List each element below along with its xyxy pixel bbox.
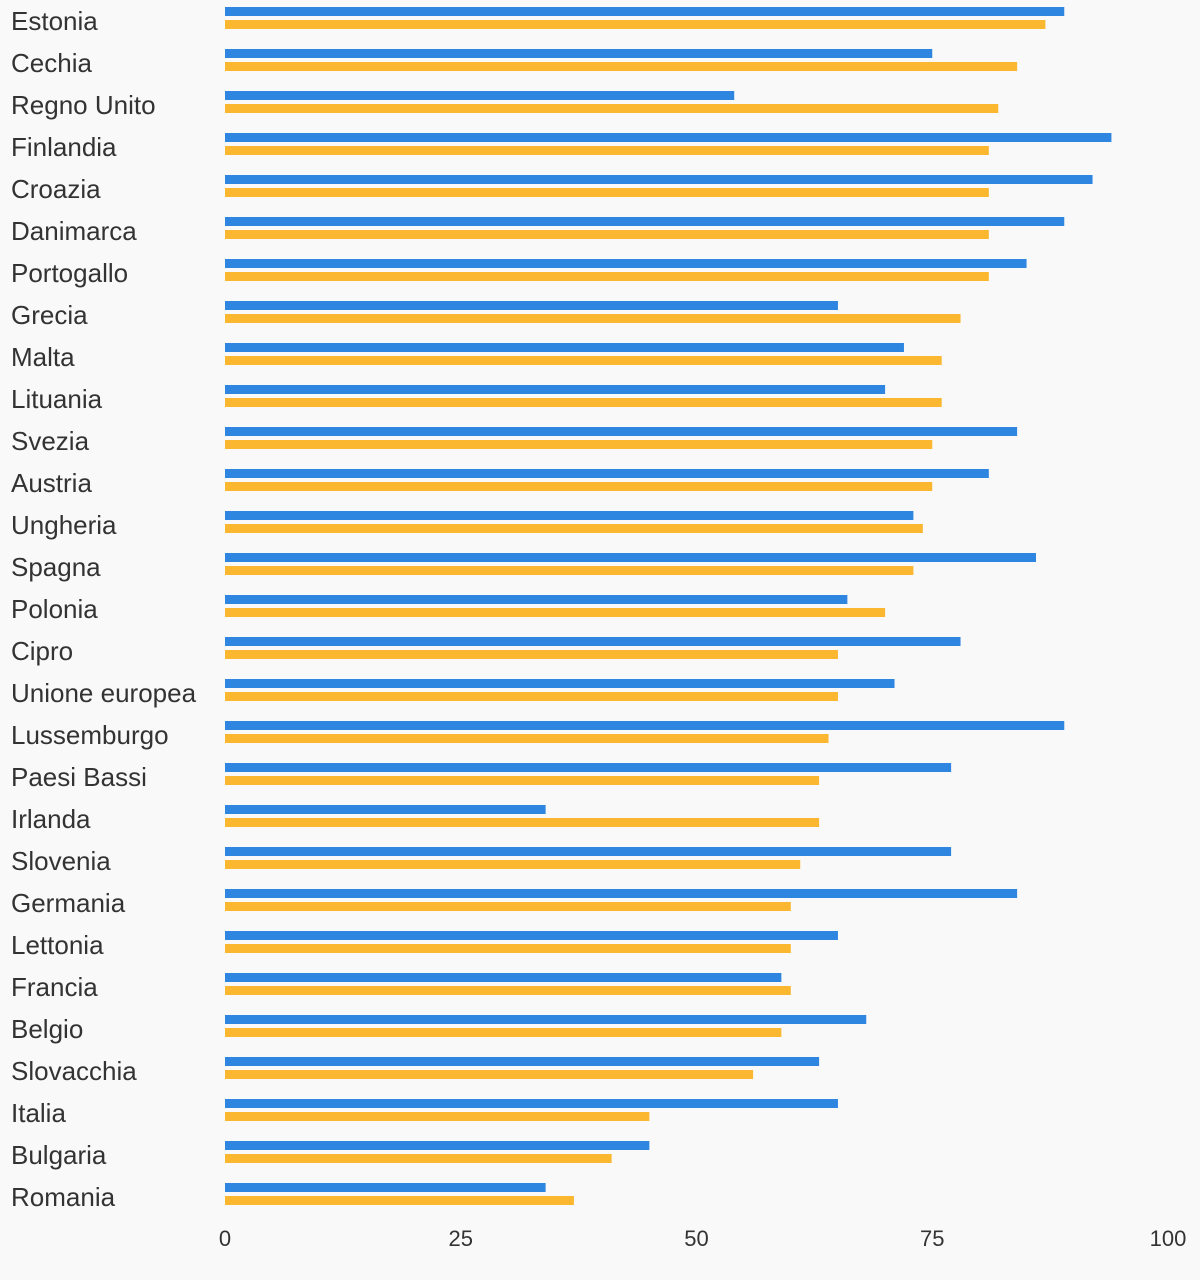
bar-series-1 [225,7,1065,16]
bar-series-2 [225,104,999,113]
category-label: Romania [11,1182,116,1212]
bars [225,7,1112,1205]
category-label: Unione europea [11,678,197,708]
category-label: Italia [11,1098,66,1128]
category-label: Belgio [11,1014,83,1044]
bar-series-2 [225,146,989,155]
bar-series-1 [225,763,952,772]
bar-series-2 [225,818,820,827]
bar-series-2 [225,1112,650,1121]
bar-series-2 [225,692,838,701]
category-label: Cipro [11,636,73,666]
bar-series-2 [225,986,791,995]
category-label: Francia [11,972,98,1002]
bar-series-1 [225,553,1036,562]
bar-series-2 [225,1070,754,1079]
x-tick-label: 25 [449,1226,473,1251]
category-label: Lussemburgo [11,720,169,750]
bar-series-1 [225,973,782,982]
bar-series-1 [225,343,904,352]
bar-series-2 [225,62,1018,71]
bar-series-1 [225,469,989,478]
bar-series-1 [225,175,1093,184]
category-label: Spagna [11,552,101,582]
category-label: Cechia [11,48,92,78]
bar-series-1 [225,133,1112,142]
bar-series-2 [225,1028,782,1037]
bar-series-2 [225,860,801,869]
category-label: Germania [11,888,126,918]
bar-series-2 [225,944,791,953]
category-label: Regno Unito [11,90,156,120]
category-label: Svezia [11,426,90,456]
bar-series-1 [225,847,952,856]
category-label: Slovenia [11,846,111,876]
bar-series-1 [225,301,838,310]
category-label: Ungheria [11,510,117,540]
bar-series-1 [225,1057,820,1066]
bar-series-1 [225,679,895,688]
bar-series-1 [225,427,1018,436]
category-label: Paesi Bassi [11,762,147,792]
bar-series-1 [225,217,1065,226]
bar-series-2 [225,566,914,575]
category-label: Slovacchia [11,1056,137,1086]
bar-series-1 [225,1099,838,1108]
bar-series-2 [225,314,961,323]
bar-series-1 [225,259,1027,268]
category-label: Lituania [11,384,103,414]
category-label: Portogallo [11,258,128,288]
category-label: Irlanda [11,804,91,834]
category-label: Bulgaria [11,1140,107,1170]
bar-series-1 [225,385,886,394]
bar-series-2 [225,734,829,743]
bar-series-2 [225,1196,574,1205]
bar-series-2 [225,356,942,365]
x-tick-label: 75 [920,1226,944,1251]
bar-series-1 [225,1141,650,1150]
bar-series-2 [225,608,886,617]
bar-series-2 [225,1154,612,1163]
bar-series-2 [225,398,942,407]
category-label: Finlandia [11,132,117,162]
bar-series-2 [225,776,820,785]
bar-series-1 [225,637,961,646]
category-label: Grecia [11,300,88,330]
category-labels: Estonia Cechia Regno Unito Finlandia Croazia… [11,6,197,1212]
bar-series-2 [225,20,1046,29]
bar-series-1 [225,595,848,604]
bar-series-1 [225,511,914,520]
bar-series-2 [225,902,791,911]
category-label: Malta [11,342,75,372]
bar-series-2 [225,272,989,281]
bar-series-2 [225,650,838,659]
bar-series-2 [225,230,989,239]
bar-series-1 [225,1183,546,1192]
x-tick-label: 0 [219,1226,231,1251]
x-tick-label: 100 [1150,1226,1187,1251]
bar-series-1 [225,889,1018,898]
category-label: Austria [11,468,92,498]
bar-series-2 [225,440,933,449]
bar-series-1 [225,721,1065,730]
category-label: Croazia [11,174,101,204]
x-axis-ticks: 0 25 50 75 100 [219,1226,1186,1251]
bar-series-2 [225,482,933,491]
bar-series-1 [225,931,838,940]
category-label: Estonia [11,6,98,36]
category-label: Polonia [11,594,98,624]
bar-series-2 [225,524,923,533]
bar-series-1 [225,805,546,814]
x-tick-label: 50 [684,1226,708,1251]
category-label: Danimarca [11,216,137,246]
bar-series-1 [225,91,735,100]
bar-series-1 [225,49,933,58]
bar-series-1 [225,1015,867,1024]
bar-series-2 [225,188,989,197]
category-label: Lettonia [11,930,104,960]
